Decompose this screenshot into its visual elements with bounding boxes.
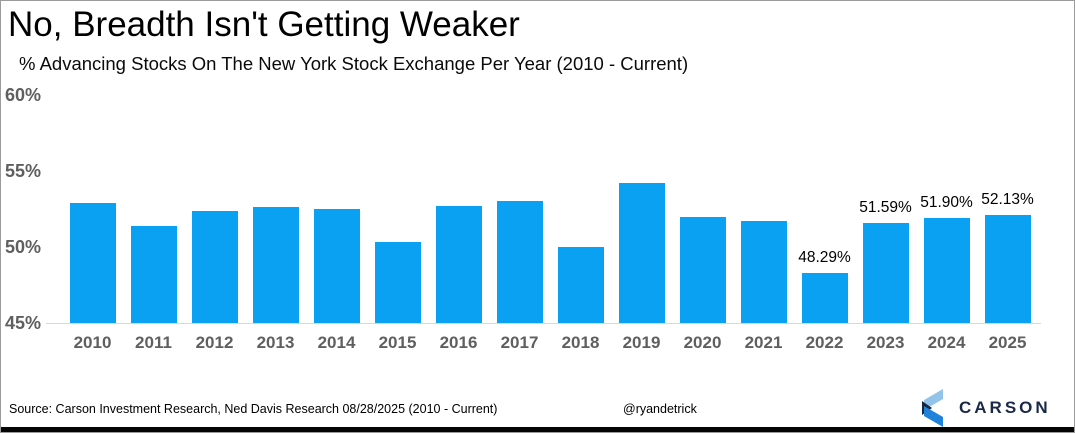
bar	[313, 209, 360, 323]
bar	[69, 203, 116, 323]
x-tick-label: 2015	[378, 333, 417, 352]
x-tick-label: 2022	[805, 333, 844, 352]
bar	[801, 273, 848, 323]
bar	[679, 217, 726, 323]
carson-logo: CARSON	[920, 388, 1066, 428]
x-tick-label: 2012	[195, 333, 234, 352]
bar	[618, 183, 665, 323]
x-tick-label: 2011	[135, 333, 172, 352]
bar	[740, 221, 787, 323]
bar	[435, 206, 482, 323]
bar	[130, 226, 177, 323]
x-tick-label: 2023	[866, 333, 905, 352]
y-tick-label: 60%	[5, 85, 42, 105]
x-tick-label: 2014	[317, 333, 356, 352]
bar-value-label: 51.90%	[920, 194, 973, 211]
bottom-black-bar	[1, 427, 1074, 432]
chart-title: No, Breadth Isn't Getting Weaker	[8, 5, 520, 44]
x-tick-label: 2019	[622, 333, 661, 352]
x-tick-label: 2013	[256, 333, 295, 352]
bar	[923, 218, 970, 323]
bar	[984, 215, 1031, 323]
x-tick-label: 2018	[561, 333, 600, 352]
y-tick-label: 45%	[5, 313, 42, 333]
x-tick-label: 2010	[73, 333, 112, 352]
logo-blue-shape	[924, 406, 943, 427]
logo-light-blue-shape	[924, 389, 943, 410]
bar	[191, 211, 238, 323]
bar	[862, 223, 909, 323]
carson-chevron-icon	[922, 389, 943, 427]
x-tick-label: 2021	[744, 333, 783, 352]
bar	[252, 207, 299, 323]
x-axis-line	[46, 323, 1041, 324]
twitter-handle: @ryandetrick	[623, 402, 697, 416]
bar-value-label: 51.59%	[859, 199, 912, 216]
x-tick-label: 2025	[988, 333, 1027, 352]
bar-value-label: 48.29%	[798, 249, 851, 266]
x-tick-label: 2016	[439, 333, 478, 352]
x-tick-label: 2024	[927, 333, 966, 352]
chart-subtitle: % Advancing Stocks On The New York Stock…	[19, 53, 689, 74]
y-tick-label: 55%	[5, 161, 42, 181]
bar	[496, 201, 543, 323]
source-text: Source: Carson Investment Research, Ned …	[9, 402, 498, 416]
y-tick-label: 50%	[5, 237, 42, 257]
bar-value-label: 52.13%	[981, 191, 1034, 208]
x-tick-label: 2017	[500, 333, 539, 352]
bar	[557, 247, 604, 323]
bar	[374, 242, 421, 323]
carson-wordmark: CARSON	[959, 398, 1051, 417]
x-tick-label: 2020	[683, 333, 722, 352]
